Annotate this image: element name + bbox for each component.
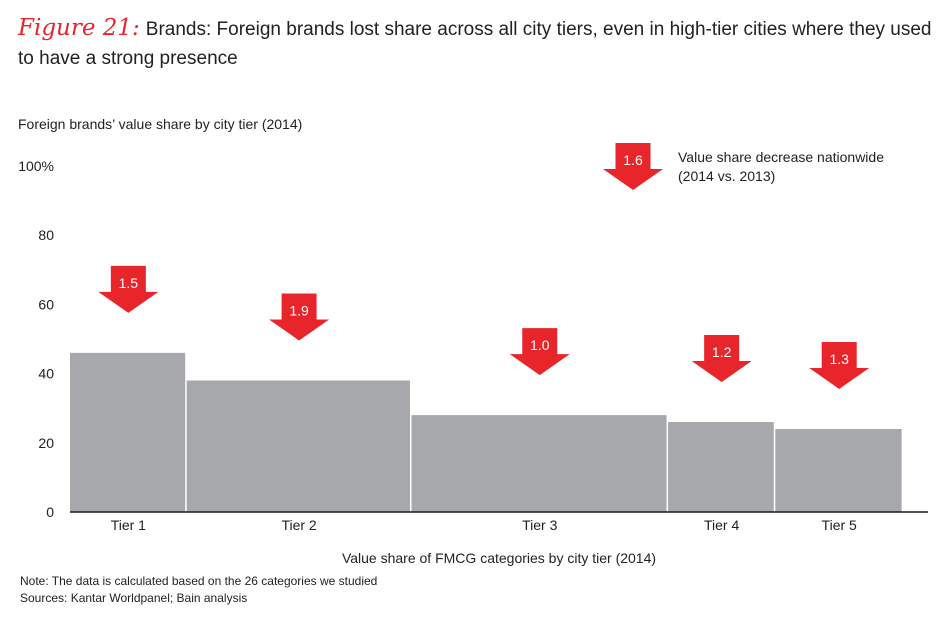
nationwide-arrow-label: 1.6 (623, 152, 643, 168)
decrease-arrow-5-label: 1.3 (829, 351, 849, 367)
bars-group (70, 352, 902, 512)
nationwide-arrow: 1.6 (603, 143, 663, 190)
bar-4 (668, 422, 774, 512)
decrease-arrow-4-label: 1.2 (712, 344, 732, 360)
x-axis-label: Value share of FMCG categories by city t… (342, 550, 656, 566)
chart-title: Figure 21: Brands: Foreign brands lost sh… (18, 14, 938, 73)
nationwide-label-line1: Value share decrease nationwide (678, 149, 884, 165)
title-text: Brands: Foreign brands lost share across… (18, 19, 932, 69)
x-tick-label-1: Tier 1 (111, 517, 146, 533)
chart-subtitle: Foreign brands’ value share by city tier… (18, 116, 303, 132)
y-tick-label-4: 80 (38, 227, 54, 243)
nationwide-label-line2: (2014 vs. 2013) (678, 168, 775, 184)
bar-5 (775, 428, 902, 512)
decrease-arrow-3: 1.0 (509, 328, 570, 376)
x-tick-label-2: Tier 2 (281, 517, 316, 533)
y-tick-label-5: 100% (18, 158, 54, 174)
y-tick-label-3: 60 (38, 296, 54, 312)
decrease-arrow-4-shape (691, 335, 752, 383)
x-tick-label-5: Tier 5 (822, 517, 857, 533)
y-axis: 0 20 40 60 80 100% (18, 158, 54, 520)
decrease-arrow-3-label: 1.0 (530, 337, 550, 353)
x-axis: Tier 1 Tier 2 Tier 3 Tier 4 Tier 5 Value shar… (70, 511, 928, 566)
decrease-arrow-2-label: 1.9 (289, 303, 309, 319)
decrease-arrow-5: 1.3 (809, 341, 870, 389)
x-tick-label-4: Tier 4 (704, 517, 739, 533)
decrease-arrow-3-shape (509, 328, 570, 376)
nationwide-arrow-shape (603, 143, 663, 190)
y-tick-label-0: 0 (46, 504, 54, 520)
bar-3 (411, 415, 667, 512)
decrease-arrow-2: 1.9 (269, 293, 330, 341)
decrease-arrow-1: 1.5 (98, 265, 159, 313)
decrease-arrow-4: 1.2 (691, 335, 752, 383)
decrease-arrow-5-shape (809, 341, 870, 389)
bar-2 (186, 380, 410, 512)
decrease-arrow-2-shape (269, 293, 330, 341)
bar-1 (70, 352, 186, 512)
decrease-arrow-1-shape (98, 265, 159, 313)
decrease-arrows: 1.5 1.9 1.0 1.2 1.3 (98, 265, 870, 389)
footnote-sources: Sources: Kantar Worldpanel; Bain analysi… (20, 591, 248, 605)
nationwide-callout: 1.6 Value share decrease nationwide (2014 … (603, 143, 884, 190)
footnote-note: Note: The data is calculated based on th… (20, 574, 378, 588)
x-tick-label-3: Tier 3 (522, 517, 557, 533)
figure-label: Figure 21: (18, 15, 140, 41)
decrease-arrow-1-label: 1.5 (119, 275, 139, 291)
y-tick-label-1: 20 (38, 435, 54, 451)
y-tick-label-2: 40 (38, 366, 54, 382)
